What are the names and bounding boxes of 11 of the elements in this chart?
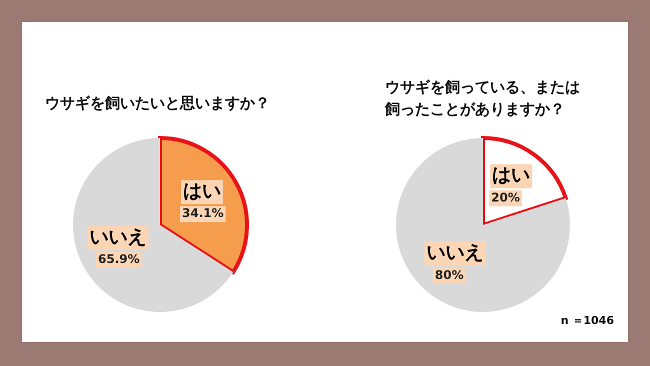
chart-title: ウサギを飼いたいと思いますか？ [45,93,271,114]
data-label: 34.1% [182,206,224,220]
chart-title: ウサギを飼っている、または飼ったことがありますか？ [385,77,581,120]
data-label: 80% [434,268,464,282]
data-label: 20% [491,190,520,204]
slice-label: はい [492,164,530,186]
text: n ＝1046 [560,313,614,328]
slice-label: いいえ [89,226,146,248]
slice-label: はい [183,180,222,202]
data-label: 65.9% [98,252,140,266]
slice-label: いいえ [426,242,484,264]
